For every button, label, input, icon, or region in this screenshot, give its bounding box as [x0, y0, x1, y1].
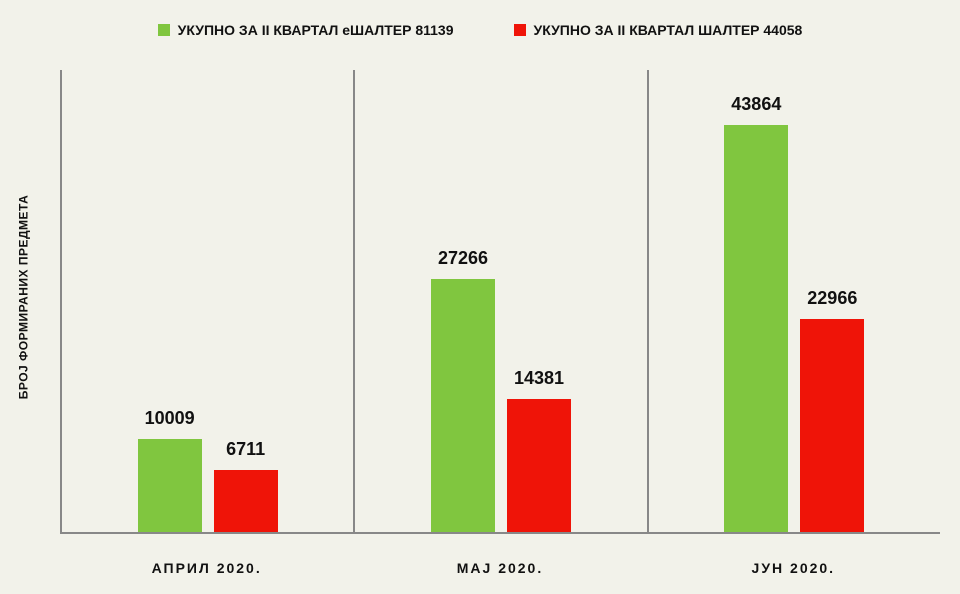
legend-label-esalter: УКУПНО ЗА II КВАРТАЛ еШАЛТЕР 81139 [178, 22, 454, 38]
x-label-june: ЈУН 2020. [647, 560, 940, 576]
bar-value-salter-june: 22966 [807, 288, 857, 309]
bar-value-salter-april: 6711 [226, 439, 265, 460]
legend: УКУПНО ЗА II КВАРТАЛ еШАЛТЕР 81139 УКУПН… [0, 22, 960, 38]
bar-rect-esalter-may [431, 279, 495, 532]
bar-rect-esalter-june [724, 125, 788, 532]
bar-esalter-may: 27266 [431, 279, 495, 532]
group-may: 27266 14381 [355, 70, 648, 532]
legend-swatch-salter [514, 24, 526, 36]
bar-salter-june: 22966 [800, 319, 864, 532]
bar-value-salter-may: 14381 [514, 368, 564, 389]
bar-salter-may: 14381 [507, 399, 571, 532]
legend-item-esalter: УКУПНО ЗА II КВАРТАЛ еШАЛТЕР 81139 [158, 22, 454, 38]
group-june: 43864 22966 [649, 70, 940, 532]
bar-rect-esalter-april [138, 439, 202, 532]
bar-esalter-june: 43864 [724, 125, 788, 532]
x-axis-labels: АПРИЛ 2020. МАЈ 2020. ЈУН 2020. [60, 560, 940, 576]
bar-rect-salter-june [800, 319, 864, 532]
bar-value-esalter-may: 27266 [438, 248, 488, 269]
bar-rect-salter-april [214, 470, 278, 532]
legend-swatch-esalter [158, 24, 170, 36]
bar-value-esalter-april: 10009 [145, 408, 195, 429]
legend-item-salter: УКУПНО ЗА II КВАРТАЛ ШАЛТЕР 44058 [514, 22, 803, 38]
bar-salter-april: 6711 [214, 470, 278, 532]
legend-label-salter: УКУПНО ЗА II КВАРТАЛ ШАЛТЕР 44058 [534, 22, 803, 38]
bar-esalter-april: 10009 [138, 439, 202, 532]
plot-area: 10009 6711 27266 14381 43864 22966 [60, 70, 940, 534]
group-april: 10009 6711 [62, 70, 355, 532]
bar-value-esalter-june: 43864 [731, 94, 781, 115]
y-axis-label: БРОЈ ФОРМИРАНИХ ПРЕДМЕТА [8, 0, 38, 594]
x-label-may: МАЈ 2020. [353, 560, 646, 576]
bar-rect-salter-may [507, 399, 571, 532]
x-label-april: АПРИЛ 2020. [60, 560, 353, 576]
